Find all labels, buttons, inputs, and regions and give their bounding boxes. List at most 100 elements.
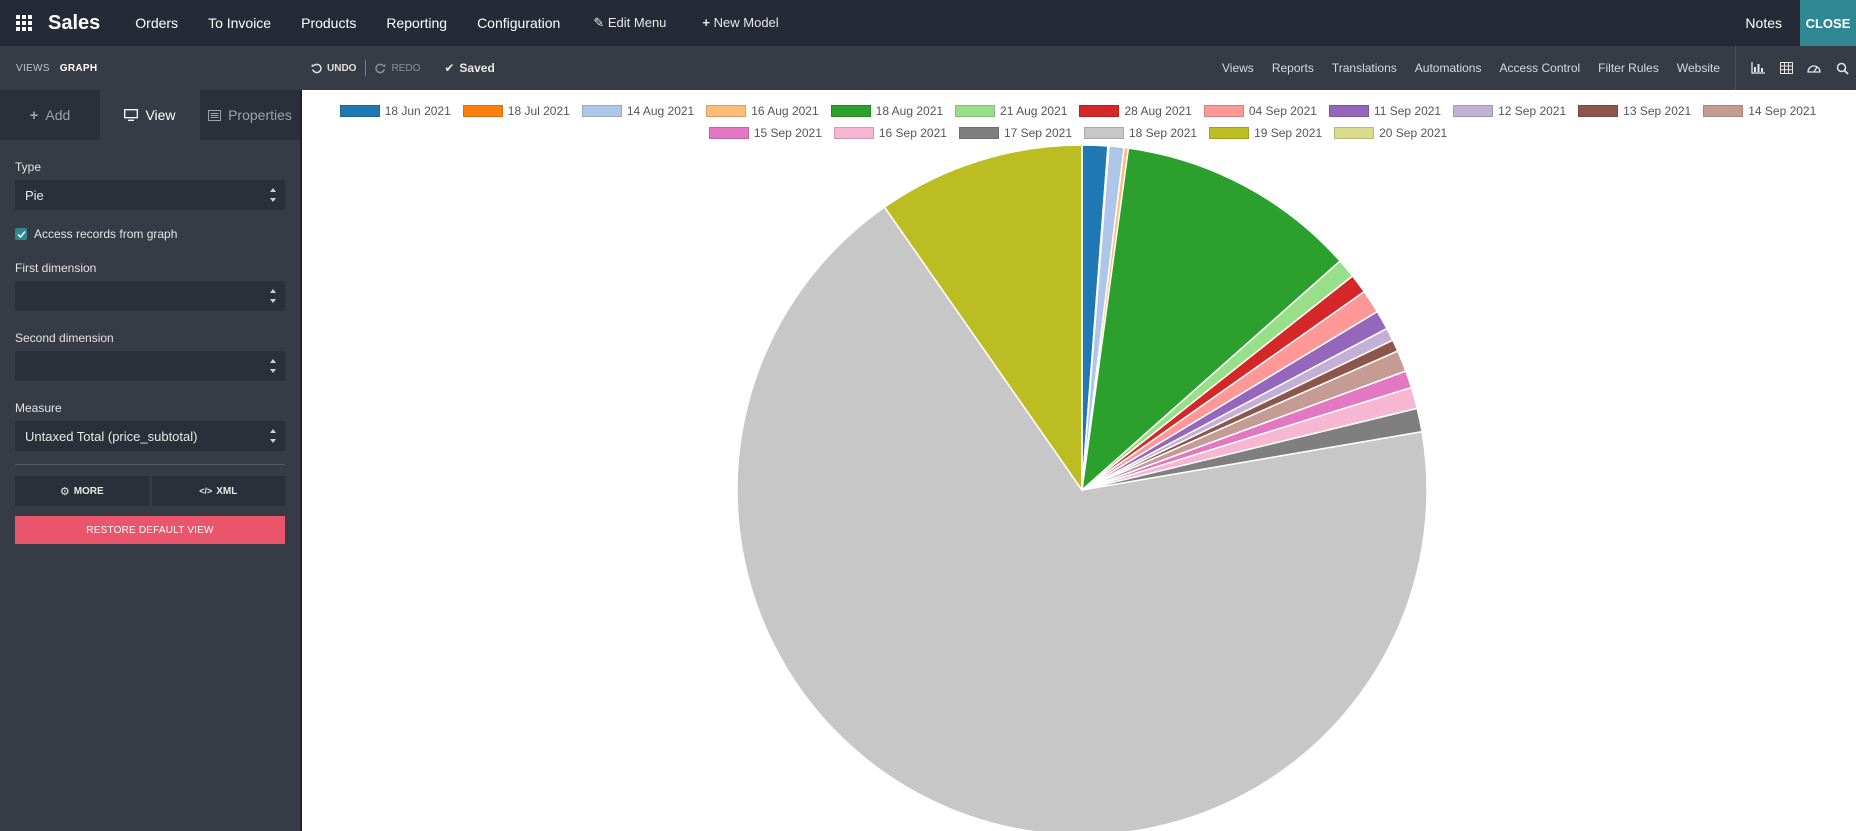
legend-item[interactable]: 14 Aug 2021: [581, 104, 695, 118]
second-dimension-select[interactable]: [15, 351, 285, 381]
type-select[interactable]: Pie: [15, 180, 285, 210]
select-caret-icon: [269, 289, 277, 303]
search-view-icon[interactable]: [1828, 46, 1856, 90]
legend-item[interactable]: 18 Jun 2021: [339, 104, 451, 118]
nav-reports[interactable]: Reports: [1271, 61, 1314, 75]
legend-item[interactable]: 18 Jul 2021: [462, 104, 570, 118]
legend-item[interactable]: 21 Aug 2021: [955, 104, 1067, 118]
pie-slice[interactable]: [736, 206, 1428, 831]
legend-item[interactable]: 14 Sep 2021: [1703, 104, 1816, 118]
new-model-button[interactable]: + New Model: [684, 1, 796, 45]
legend-item[interactable]: 19 Sep 2021: [1209, 126, 1322, 140]
edit-menu-label: Edit Menu: [607, 15, 667, 30]
first-dimension-label: First dimension: [15, 261, 97, 275]
legend-swatch: [1578, 105, 1619, 117]
app-name[interactable]: Sales: [48, 11, 101, 34]
legend-item[interactable]: 28 Aug 2021: [1079, 104, 1192, 118]
legend-swatch: [581, 105, 622, 117]
menu-reporting[interactable]: Reporting: [386, 15, 448, 31]
legend-label: 12 Sep 2021: [1498, 104, 1567, 118]
measure-select[interactable]: Untaxed Total (price_subtotal): [15, 421, 285, 451]
legend-item[interactable]: 13 Sep 2021: [1578, 104, 1691, 118]
code-icon: </>: [199, 486, 213, 496]
tab-view[interactable]: View: [100, 90, 200, 140]
access-records-checkbox[interactable]: [15, 228, 27, 240]
legend-item[interactable]: 20 Sep 2021: [1334, 126, 1447, 140]
legend-item[interactable]: 12 Sep 2021: [1453, 104, 1566, 118]
legend-label: 18 Jun 2021: [384, 104, 451, 118]
sidebar-divider: [15, 464, 285, 465]
nav-translations[interactable]: Translations: [1331, 61, 1397, 75]
legend-item[interactable]: 16 Sep 2021: [833, 126, 947, 140]
legend-item[interactable]: 18 Sep 2021: [1084, 126, 1197, 140]
more-button[interactable]: ⚙ MORE: [15, 476, 149, 506]
legend-swatch: [1079, 105, 1120, 117]
graph-view-icon[interactable]: [1744, 46, 1772, 90]
topbar-right: Notes CLOSE: [1727, 0, 1856, 46]
close-button[interactable]: CLOSE: [1800, 0, 1856, 46]
tab-properties[interactable]: Properties: [200, 90, 300, 140]
undo-button[interactable]: UNDO: [311, 63, 356, 74]
select-caret-icon: [269, 359, 277, 373]
nav-access-control[interactable]: Access Control: [1499, 61, 1581, 75]
pencil-icon: ✎: [593, 15, 605, 30]
menu-configuration[interactable]: Configuration: [477, 15, 561, 31]
legend-item[interactable]: 04 Sep 2021: [1203, 104, 1317, 118]
plus-icon: +: [702, 15, 711, 30]
legend-item[interactable]: 16 Aug 2021: [706, 104, 819, 118]
nav-filter-rules[interactable]: Filter Rules: [1598, 61, 1659, 75]
legend-item[interactable]: 11 Sep 2021: [1328, 104, 1442, 118]
type-select-value: Pie: [25, 187, 44, 203]
notes-button[interactable]: Notes: [1745, 15, 1782, 31]
tab-add-label: Add: [45, 107, 71, 123]
undo-label: UNDO: [327, 62, 357, 74]
legend-label: 18 Sep 2021: [1129, 126, 1198, 140]
xml-button[interactable]: </> XML: [151, 476, 285, 506]
pivot-view-icon[interactable]: [1772, 46, 1800, 90]
edit-menu-button[interactable]: ✎ Edit Menu: [575, 1, 684, 45]
restore-default-view-button[interactable]: RESTORE DEFAULT VIEW: [15, 516, 285, 544]
legend-swatch: [706, 105, 747, 117]
studio-toolbar: VIEWS GRAPH UNDO REDO ✔ Saved Views Repo…: [0, 46, 1856, 90]
nav-automations[interactable]: Automations: [1414, 61, 1482, 75]
menu-products[interactable]: Products: [301, 15, 357, 31]
legend-label: 14 Aug 2021: [626, 104, 695, 118]
legend-label: 11 Sep 2021: [1373, 104, 1442, 118]
legend-item[interactable]: 15 Sep 2021: [708, 126, 822, 140]
legend-swatch: [708, 127, 749, 139]
top-menu: Orders To Invoice Products Reporting Con…: [120, 0, 796, 46]
menu-orders[interactable]: Orders: [135, 15, 179, 31]
apps-menu-icon[interactable]: [0, 0, 48, 46]
legend-item[interactable]: 18 Aug 2021: [830, 104, 943, 118]
breadcrumb-graph: GRAPH: [59, 62, 98, 74]
menu-to-invoice[interactable]: To Invoice: [208, 15, 272, 31]
pie-slice[interactable]: [883, 144, 1083, 493]
nav-views[interactable]: Views: [1222, 61, 1254, 75]
access-records-checkbox-row[interactable]: Access records from graph: [15, 227, 285, 241]
legend-label: 28 Aug 2021: [1124, 104, 1192, 118]
legend-label: 17 Sep 2021: [1003, 126, 1072, 140]
legend-label: 18 Jul 2021: [507, 104, 570, 118]
legend-swatch: [955, 105, 996, 117]
plus-icon: +: [29, 106, 39, 124]
dashboard-view-icon[interactable]: [1800, 46, 1828, 90]
select-caret-icon: [269, 188, 277, 202]
legend-swatch: [833, 127, 874, 139]
legend-item[interactable]: 17 Sep 2021: [958, 126, 1072, 140]
tab-properties-label: Properties: [228, 107, 292, 123]
legend-swatch: [1084, 127, 1124, 139]
redo-button[interactable]: REDO: [375, 63, 420, 74]
saved-label: Saved: [459, 61, 495, 75]
legend-label: 21 Aug 2021: [1000, 104, 1068, 118]
first-dimension-select[interactable]: [15, 281, 285, 311]
pie-slice[interactable]: [1080, 147, 1342, 492]
legend-swatch: [1703, 105, 1744, 117]
redo-icon: [375, 63, 386, 73]
select-caret-icon: [269, 429, 277, 443]
redo-label: REDO: [391, 62, 421, 74]
undo-icon: [311, 63, 322, 73]
breadcrumb-views[interactable]: VIEWS: [16, 62, 50, 74]
nav-website[interactable]: Website: [1676, 61, 1720, 75]
tab-add[interactable]: + Add: [0, 90, 100, 140]
studio-sidebar: + Add View Properties Type Pie Access re…: [0, 90, 300, 831]
